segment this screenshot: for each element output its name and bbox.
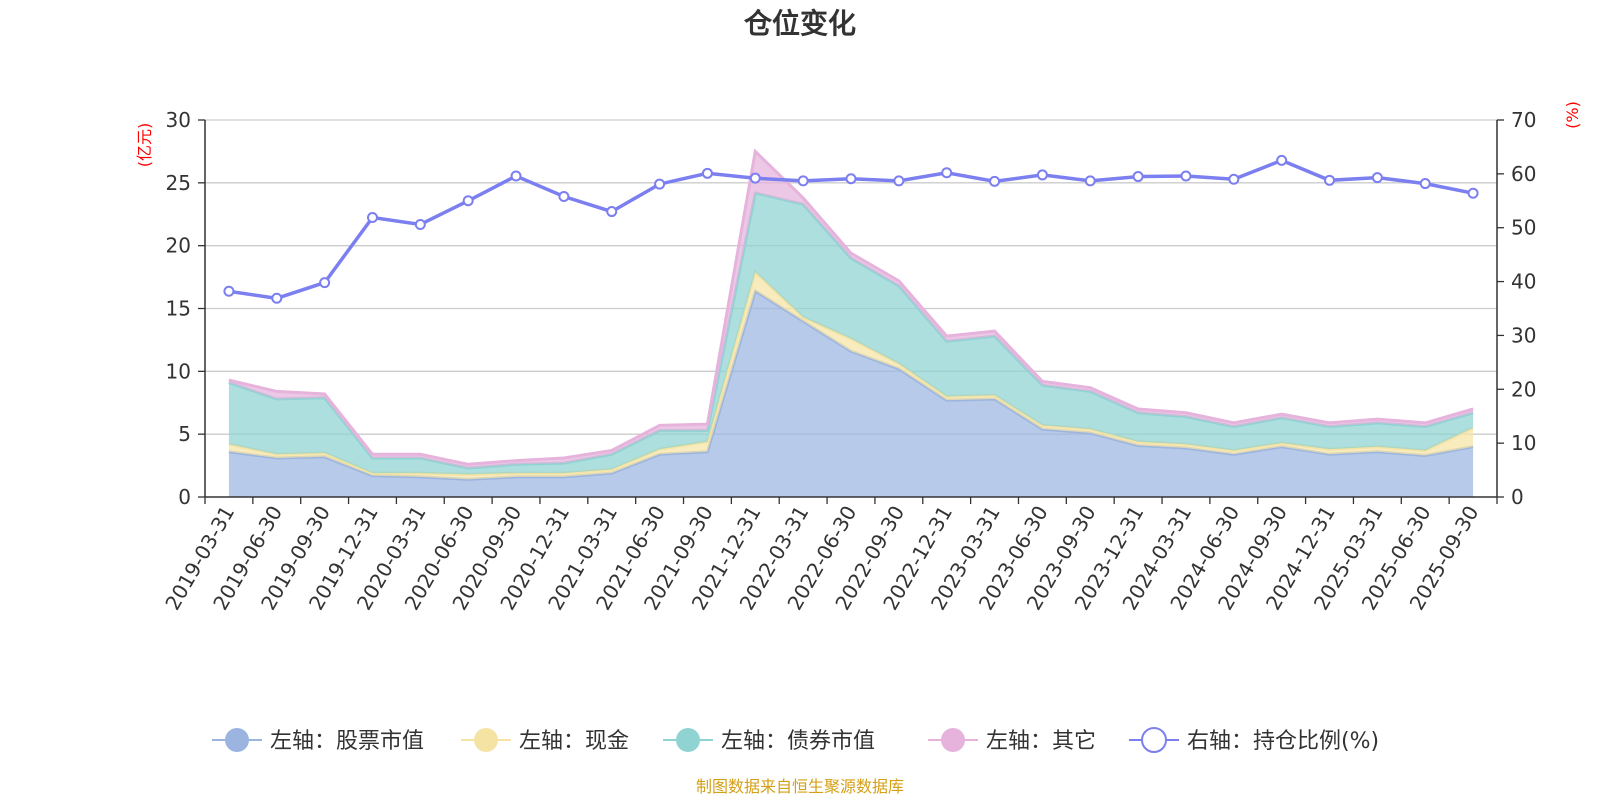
left-tick-label: 15	[166, 297, 191, 321]
left-tick-label: 10	[166, 359, 191, 383]
legend-marker	[474, 728, 498, 752]
legend-label: 左轴：股票市值	[270, 729, 424, 754]
ratio-point[interactable]	[1419, 178, 1431, 190]
area-2	[228, 192, 1474, 475]
ratio-point[interactable]	[893, 175, 905, 187]
ratio-point[interactable]	[749, 172, 761, 184]
right-tick-label: 20	[1511, 377, 1536, 401]
legend-item-0[interactable]: 左轴：股票市值	[212, 728, 424, 754]
ratio-point[interactable]	[1132, 171, 1144, 183]
left-tick-label: 30	[166, 108, 191, 132]
left-tick-label: 5	[178, 422, 191, 446]
legend[interactable]: 左轴：股票市值 左轴：现金 左轴：债券市值 左轴：其它 右轴：持仓比例(%)	[212, 727, 1379, 754]
legend-label: 左轴：其它	[986, 729, 1096, 754]
ratio-point[interactable]	[223, 285, 235, 297]
right-tick-label: 0	[1511, 485, 1524, 509]
right-tick-label: 70	[1511, 108, 1536, 132]
left-axis-ticks: 0 5 10 15 20 25 30	[166, 108, 205, 509]
ratio-point[interactable]	[701, 167, 713, 179]
legend-item-3[interactable]: 左轴：其它	[928, 728, 1096, 754]
left-tick-label: 25	[166, 171, 191, 195]
legend-marker	[225, 728, 249, 752]
ratio-point[interactable]	[1467, 187, 1479, 199]
chart-title: 仓位变化	[744, 7, 856, 40]
ratio-point[interactable]	[1371, 172, 1383, 184]
ratio-point[interactable]	[1180, 170, 1192, 182]
area-edge-line	[228, 148, 1474, 466]
right-tick-label: 40	[1511, 270, 1536, 294]
legend-marker	[941, 728, 965, 752]
ratio-point[interactable]	[654, 178, 666, 190]
legend-marker	[676, 728, 700, 752]
legend-item-1[interactable]: 左轴：现金	[461, 728, 629, 754]
ratio-point[interactable]	[941, 167, 953, 179]
ratio-point[interactable]	[1228, 173, 1240, 185]
right-tick-label: 60	[1511, 162, 1536, 186]
right-tick-label: 50	[1511, 216, 1536, 240]
ratio-point[interactable]	[414, 218, 426, 230]
legend-label: 左轴：债券市值	[721, 729, 875, 754]
area-0	[228, 290, 1474, 497]
ratio-point[interactable]	[797, 175, 809, 187]
left-axis-unit: (亿元)	[135, 123, 154, 168]
right-axis-unit: (%)	[1563, 101, 1582, 129]
ratio-point[interactable]	[462, 195, 474, 207]
legend-item-2[interactable]: 左轴：债券市值	[663, 728, 875, 754]
left-tick-label: 0	[178, 485, 191, 509]
ratio-point[interactable]	[1276, 154, 1288, 166]
x-axis-ticks: 2019-03-312019-06-302019-09-302019-12-31…	[160, 497, 1498, 614]
ratio-point[interactable]	[510, 170, 522, 182]
ratio-point[interactable]	[366, 211, 378, 223]
ratio-line-layer	[223, 154, 1479, 304]
ratio-point[interactable]	[271, 292, 283, 304]
ratio-point[interactable]	[989, 175, 1001, 187]
source-note: 制图数据来自恒生聚源数据库	[696, 777, 904, 796]
stacked-areas	[228, 148, 1474, 497]
ratio-point[interactable]	[606, 206, 618, 218]
legend-item-4[interactable]: 右轴：持仓比例(%)	[1129, 727, 1379, 754]
ratio-point[interactable]	[845, 173, 857, 185]
ratio-point[interactable]	[1084, 175, 1096, 187]
ratio-point[interactable]	[558, 190, 570, 202]
legend-label: 右轴：持仓比例(%)	[1187, 729, 1379, 754]
ratio-point[interactable]	[1324, 174, 1336, 186]
ratio-point[interactable]	[1036, 169, 1048, 181]
right-tick-label: 10	[1511, 431, 1536, 455]
right-tick-label: 30	[1511, 323, 1536, 347]
legend-marker	[1141, 727, 1167, 753]
legend-label: 左轴：现金	[519, 729, 629, 754]
ratio-point[interactable]	[319, 277, 331, 289]
left-tick-label: 20	[166, 234, 191, 258]
right-axis-ticks: 0 10 20 30 40 50 60 70	[1497, 108, 1536, 509]
